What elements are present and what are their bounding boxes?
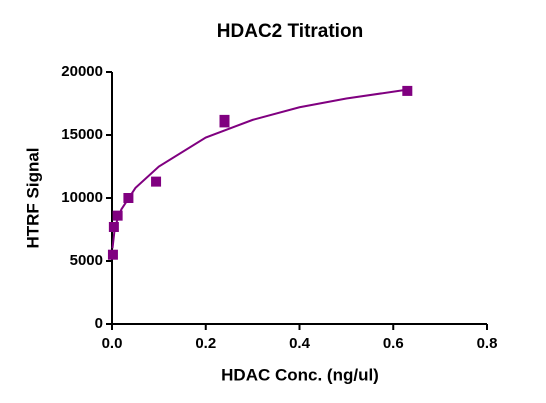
y-axis-title: HTRF Signal <box>23 147 42 248</box>
x-tick-label: 0.8 <box>477 335 498 352</box>
data-point <box>112 210 123 221</box>
fit-curve <box>111 88 408 249</box>
chart-title: HDAC2 Titration <box>217 21 363 42</box>
y-tick-label: 10000 <box>61 189 103 206</box>
data-point <box>108 221 119 232</box>
x-tick-label: 0.2 <box>195 335 216 352</box>
x-axis-title: HDAC Conc. (ng/ul) <box>221 365 379 384</box>
y-tick-label: 5000 <box>70 252 103 269</box>
data-point <box>219 114 230 125</box>
y-tick-label: 0 <box>95 315 103 332</box>
x-tick-label: 0.4 <box>289 335 311 352</box>
data-point <box>402 85 413 96</box>
data-point <box>151 176 162 187</box>
data-point <box>107 249 118 260</box>
y-tick-label: 20000 <box>61 63 103 80</box>
x-tick-label: 0.0 <box>102 335 123 352</box>
x-tick-label: 0.6 <box>383 335 404 352</box>
y-tick-label: 15000 <box>61 126 103 143</box>
